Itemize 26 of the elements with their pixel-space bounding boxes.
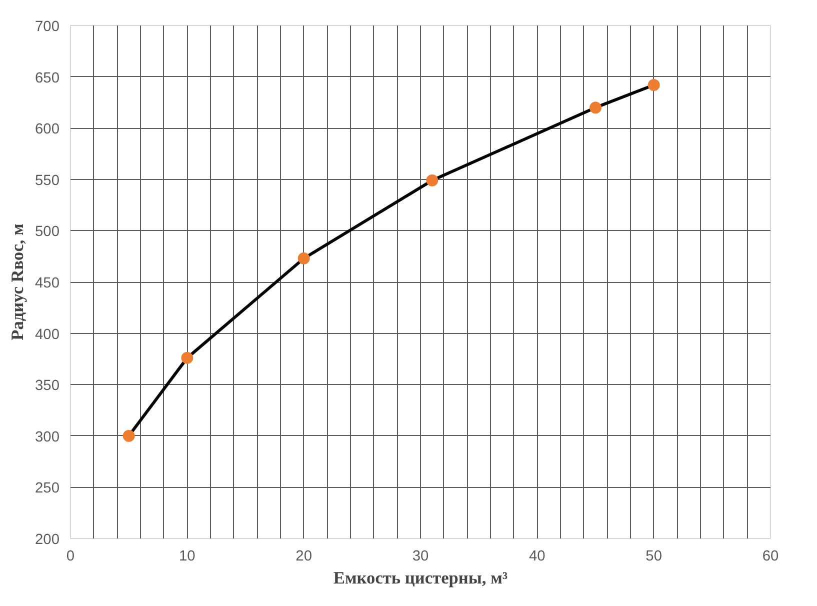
y-tick-label: 600: [35, 122, 60, 138]
point: [426, 174, 438, 186]
y-tick-label: 300: [35, 429, 60, 446]
x-axis-title: Емкость цистерны, м³: [333, 568, 508, 588]
y-tick-label: 450: [35, 276, 60, 292]
y-tick-label: 350: [35, 378, 60, 394]
x-tick-label: 50: [646, 548, 662, 564]
point: [590, 102, 602, 114]
point: [181, 352, 194, 364]
point: [298, 252, 310, 264]
x-tick-label: 40: [529, 548, 546, 564]
x-tick-label: 60: [762, 548, 779, 564]
x-tick-label: 30: [412, 548, 429, 564]
y-tick-label: 500: [35, 224, 60, 240]
y-tick-label: 700: [35, 19, 60, 35]
y-tick-label: 400: [35, 326, 60, 343]
x-tick-label: 0: [66, 548, 75, 564]
y-axis-title: Радиус Rвос, м: [8, 223, 28, 340]
y-tick-label: 550: [35, 172, 60, 189]
y-tick-label: 200: [35, 532, 60, 548]
y-tick-label: 250: [35, 480, 60, 497]
y-tick-label: 650: [35, 70, 60, 86]
x-tick-label: 20: [296, 548, 312, 564]
x-tick-label: 10: [179, 548, 196, 564]
point: [648, 79, 660, 91]
point: [122, 430, 135, 442]
